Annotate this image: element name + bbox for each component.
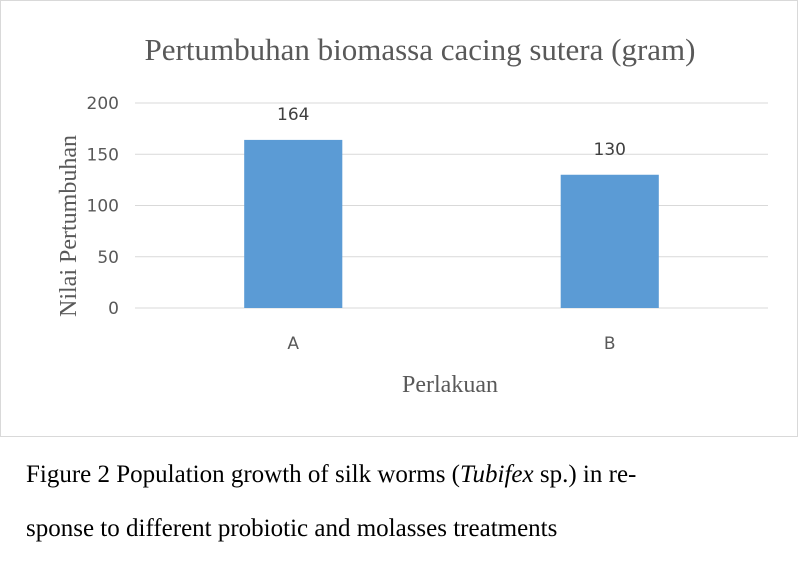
- gridlines: [135, 102, 768, 309]
- y-tick-label-3: 150: [87, 145, 119, 165]
- caption-line-2: sponse to different probiotic and molass…: [26, 515, 558, 542]
- bar-chart: Pertumbuhan biomassa cacing sutera (gram…: [56, 32, 768, 398]
- y-axis-title: Nilai Pertumbuhan: [56, 135, 82, 317]
- y-tick-label-4: 200: [87, 94, 119, 114]
- caption-text-after: sp.) in re-: [533, 461, 637, 488]
- chart-frame: [0, 0, 798, 437]
- y-tick-labels: 0 50 100 150 200: [87, 94, 119, 319]
- y-tick-label-1: 50: [97, 248, 119, 268]
- y-tick-label-0: 0: [108, 299, 119, 319]
- data-label-a: 164: [277, 105, 309, 125]
- chart-title: Pertumbuhan biomassa cacing sutera (gram…: [145, 32, 696, 67]
- bar-a: [244, 139, 343, 308]
- caption-species-name: Tubifex: [460, 461, 534, 488]
- x-tick-label-a: A: [287, 334, 299, 354]
- caption-line-1: Figure 2 Population growth of silk worms…: [26, 448, 776, 502]
- bars: [244, 139, 659, 308]
- data-labels: 164 130: [277, 105, 626, 160]
- data-label-b: 130: [594, 140, 626, 160]
- x-axis-title: Perlakuan: [402, 372, 498, 398]
- bar-b: [560, 174, 659, 308]
- y-tick-label-2: 100: [87, 197, 119, 217]
- caption-text-before: Figure 2 Population growth of silk worms…: [26, 461, 461, 488]
- x-tick-label-b: B: [604, 334, 616, 354]
- figure-caption: Figure 2 Population growth of silk worms…: [26, 448, 776, 556]
